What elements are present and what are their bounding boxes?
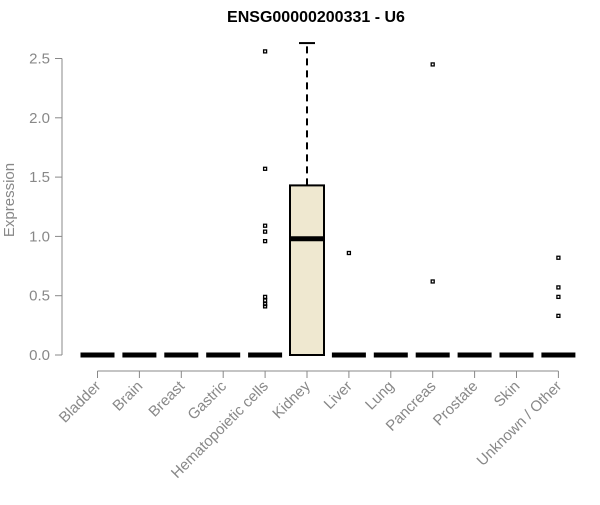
box-unknown-other [541,255,576,358]
outlier-point [262,294,268,300]
box-kidney [289,42,325,356]
outlier-point [556,313,561,319]
y-tick-label: 2.5 [29,51,50,68]
outlier-point [346,250,352,256]
y-axis-label: Expression [1,163,18,237]
x-tick-label: Bladder [56,378,105,427]
outlier-point [430,279,435,284]
y-axis: 0.0 0.5 1.0 1.5 2.0 2.5 [29,51,63,364]
outlier-point [430,62,435,67]
y-tick-label: 1.5 [29,169,50,186]
outlier-point [262,223,268,228]
chart-title: ENSG00000200331 - U6 [227,9,405,26]
y-tick-label: 1.0 [29,228,50,245]
outlier-point [556,285,561,290]
x-tick-label: Prostate [430,378,482,430]
box-hematopoietic-cells [248,49,283,358]
outlier-point [262,304,268,309]
outlier-point [556,294,561,300]
x-tick-label: Skin [491,378,524,411]
box-pancreas [415,62,450,358]
y-tick-label: 0.0 [29,347,50,364]
x-tick-label: Kidney [269,377,314,422]
box-body [289,184,325,356]
outlier-point [262,49,268,54]
y-tick-label: 0.5 [29,288,50,305]
x-tick-label: Breast [145,377,188,420]
outlier-point [262,229,268,234]
x-tick-label: Liver [321,378,356,413]
outlier-point [262,166,268,171]
box-series [80,42,576,358]
outlier-point [262,238,268,244]
y-tick-label: 2.0 [29,110,50,127]
x-tick-label: Brain [109,378,146,415]
outlier-point [262,298,268,303]
x-tick-label: Lung [362,378,398,414]
box-liver [331,250,366,358]
outlier-point [556,255,561,260]
